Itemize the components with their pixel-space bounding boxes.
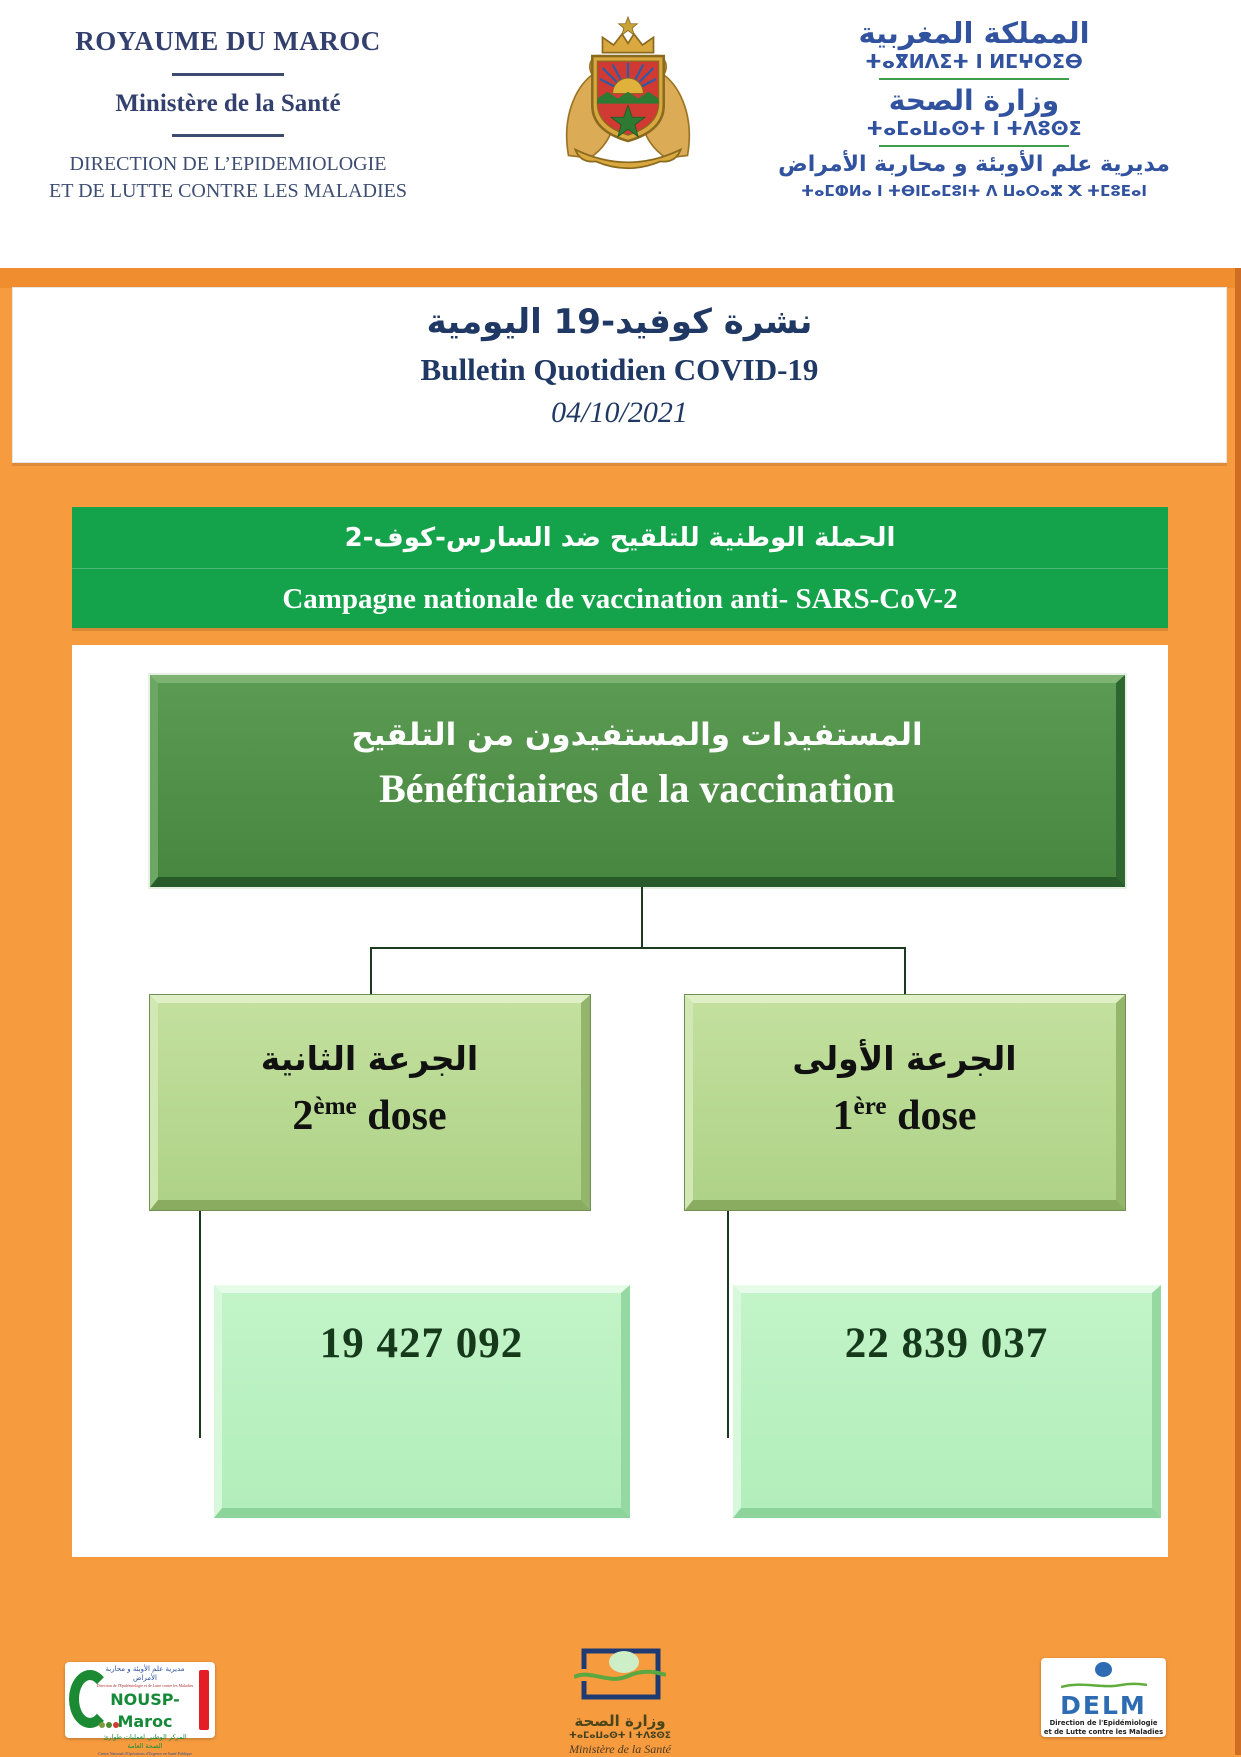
vaccination-chart-panel: المستفيدات والمستفيدون من التلقيح Bénéfi…: [72, 645, 1168, 1557]
first-dose-label-fr: 1ère dose: [832, 1093, 977, 1139]
beneficiaries-root-box: المستفيدات والمستفيدون من التلقيح Bénéfi…: [150, 675, 1125, 887]
divider: [172, 73, 284, 76]
nousp-dots-icon: [99, 1715, 120, 1733]
delm-name: DELM: [1060, 1691, 1147, 1720]
connector-hang-left: [199, 1210, 201, 1438]
bulletin-title-box: نشرة كوفيد-19 اليومية Bulletin Quotidien…: [12, 287, 1227, 463]
connector-hang-right: [727, 1210, 729, 1438]
second-dose-count: 19 427 092: [319, 1320, 524, 1367]
direction-title-ar: مديرية علم الأوبئة و محاربة الأمراض: [778, 152, 1170, 177]
kingdom-title-ar: المملكة المغربية: [858, 16, 1090, 50]
nousp-texts: مديرية علم الأوبئة و محاربة الأمراض Dire…: [95, 1665, 195, 1757]
ministry-title-fr: Ministère de la Santé: [115, 90, 341, 117]
nousp-name: NOUSP-Maroc: [110, 1690, 180, 1731]
ministry-title-ar: وزارة الصحة: [888, 84, 1060, 117]
page-right-edge: [1235, 268, 1241, 1755]
divider: [879, 78, 1069, 80]
header-left-block: ROYAUME DU MAROC Ministère de la Santé D…: [38, 26, 418, 205]
ministry-logo-icon: [573, 1648, 667, 1700]
first-dose-value-box: 22 839 037: [733, 1285, 1161, 1518]
connector-drop-left: [370, 947, 372, 995]
campaign-title-fr: Campagne nationale de vaccination anti- …: [282, 583, 958, 615]
nousp-center-ar: المركز الوطني لعمليات طوارئ الصحة العامة: [103, 1733, 187, 1750]
nousp-red-bar-icon: [199, 1670, 209, 1730]
bulletin-title-ar: نشرة كوفيد-19 اليومية: [426, 302, 813, 342]
ministry-logo-fr: Ministère de la Santé: [569, 1742, 671, 1756]
connector-drop-right: [904, 947, 906, 995]
delm-sub-line2: et de Lutte contre les Maladies: [1043, 1727, 1164, 1736]
page-header: ROYAUME DU MAROC Ministère de la Santé D…: [0, 0, 1241, 268]
bulletin-date: 04/10/2021: [551, 396, 688, 429]
delm-wave-icon: [1060, 1682, 1147, 1689]
campaign-banner: الحملة الوطنية للتلقيح ضد السارس-كوف-2 C…: [72, 507, 1168, 628]
delm-sub-line1: Direction de l'Epidémiologie: [1049, 1719, 1158, 1727]
first-dose-label-ar: الجرعة الأولى: [792, 1039, 1017, 1078]
second-dose-box: الجرعة الثانية 2ème dose: [150, 995, 590, 1210]
coat-of-arms-icon: [565, 15, 691, 170]
campaign-title-ar: الحملة الوطنية للتلقيح ضد السارس-كوف-2: [344, 523, 896, 553]
kingdom-title-fr: ROYAUME DU MAROC: [75, 26, 381, 56]
first-dose-count: 22 839 037: [844, 1320, 1049, 1367]
nousp-maroc-logo: مديرية علم الأوبئة و محاربة الأمراض Dire…: [65, 1662, 215, 1756]
connector-horizontal: [370, 947, 906, 949]
nousp-direction-fr: Direction de l'Epidémiologie et de Lutte…: [96, 1683, 194, 1688]
divider: [879, 145, 1069, 147]
ministry-logo-ar: وزارة الصحة: [574, 1712, 666, 1730]
orange-band: [0, 268, 1241, 288]
ministry-logo-tifinagh: ⵜⴰⵎⴰⵡⴰⵙⵜ ⵏ ⵜⴷⵓⵙⵉ: [569, 1731, 671, 1741]
header-right-block: المملكة المغربية ⵜⴰⴳⵍⴷⵉⵜ ⵏ ⵍⵎⵖⵔⵉⴱ وزارة …: [759, 16, 1189, 203]
direction-title-fr: DIRECTION DE L’EPIDEMIOLOGIE ET DE LUTTE…: [49, 153, 407, 202]
divider: [72, 568, 1168, 569]
ministry-title-tifinagh: ⵜⴰⵎⴰⵡⴰⵙⵜ ⵏ ⵜⴷⵓⵙⵉ: [866, 118, 1082, 140]
delm-circle-icon: [1095, 1662, 1112, 1677]
divider: [172, 134, 284, 137]
direction-title-tifinagh: ⵜⴰⵎⵀⵍⴰ ⵏ ⵜⴱⵏⵎⴰⵎⵓⵏⵜ ⴷ ⵡⴰⵔⴰⵣ ⵅ ⵜⵎⵓⴹⴰⵏ: [801, 182, 1147, 200]
nousp-direction-ar: مديرية علم الأوبئة و محاربة الأمراض: [105, 1665, 185, 1682]
second-dose-label-ar: الجرعة الثانية: [260, 1039, 479, 1078]
kingdom-title-tifinagh: ⵜⴰⴳⵍⴷⵉⵜ ⵏ ⵍⵎⵖⵔⵉⴱ: [865, 51, 1083, 73]
root-label-ar: المستفيدات والمستفيدون من التلقيح: [351, 717, 923, 753]
second-dose-value-box: 19 427 092: [214, 1285, 630, 1518]
bulletin-title-fr: Bulletin Quotidien COVID-19: [420, 352, 819, 387]
first-dose-box: الجرعة الأولى 1ère dose: [685, 995, 1125, 1210]
connector-root-stem: [641, 887, 643, 947]
nousp-center-fr: Centre National d'Opérations d'Urgence e…: [98, 1751, 192, 1756]
nousp-c-icon: [69, 1670, 111, 1728]
delm-logo: DELM Direction de l'Epidémiologie et de …: [1041, 1658, 1166, 1737]
second-dose-label-fr: 2ème dose: [292, 1093, 447, 1139]
root-label-fr: Bénéficiaires de la vaccination: [379, 766, 895, 811]
ministry-of-health-logo: وزارة الصحة ⵜⴰⵎⴰⵡⴰⵙⵜ ⵏ ⵜⴷⵓⵙⵉ Ministère d…: [548, 1645, 692, 1756]
